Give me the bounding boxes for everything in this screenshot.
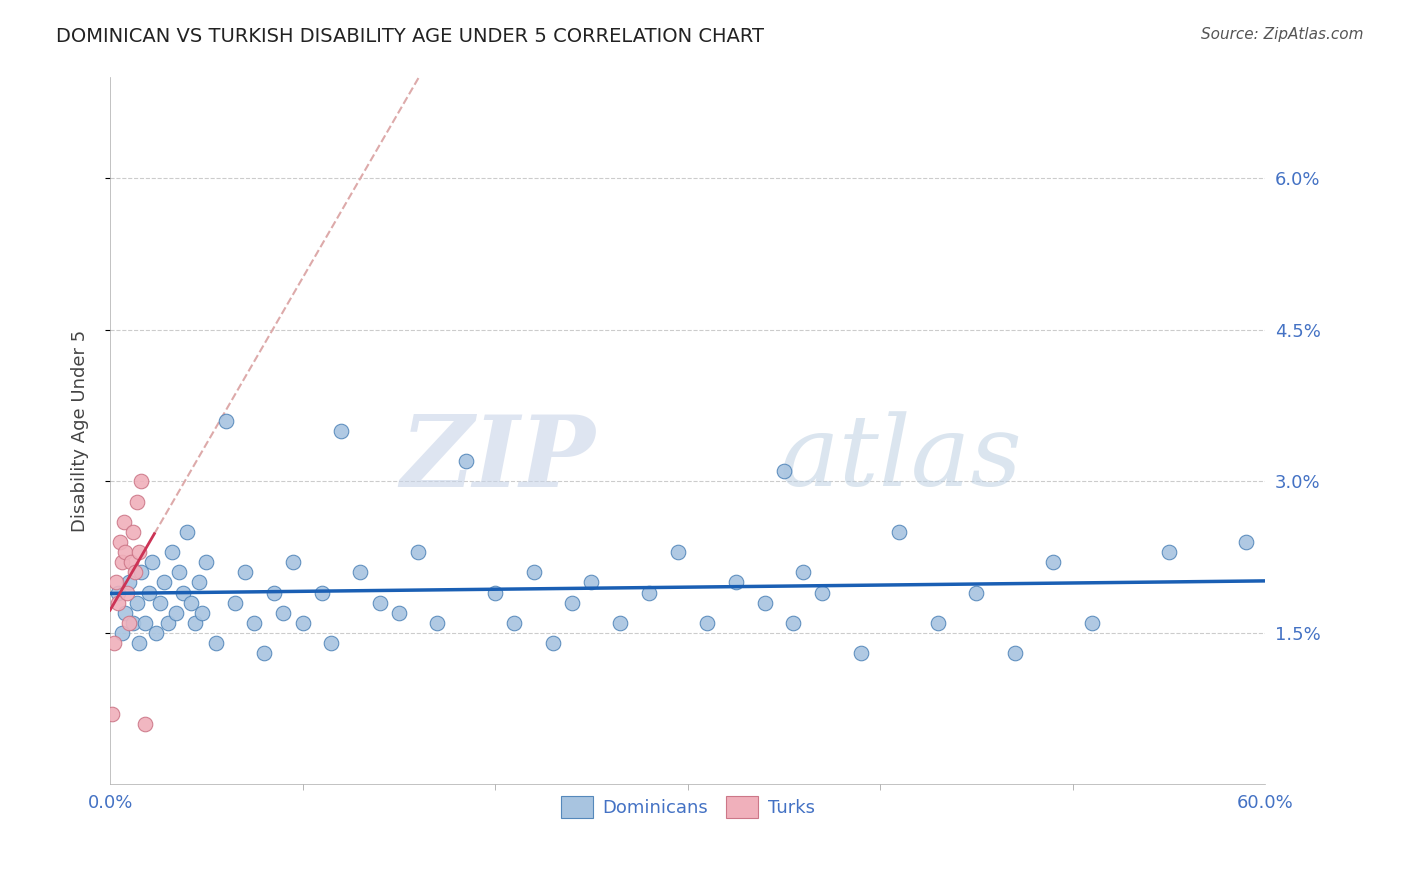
Point (125, 494, 148, 508)
Point (456, 454, 478, 468)
Point (1157, 545, 1180, 559)
Point (581, 575, 603, 590)
Point (754, 596, 776, 610)
Point (165, 606, 187, 620)
Text: ZIP: ZIP (401, 411, 595, 508)
Point (107, 585, 129, 599)
Point (281, 555, 304, 569)
Point (233, 566, 256, 580)
Point (187, 575, 209, 590)
Point (503, 615, 526, 630)
Point (666, 545, 689, 559)
Point (134, 615, 156, 630)
Point (141, 555, 163, 569)
Text: atlas: atlas (780, 411, 1022, 507)
Point (243, 615, 266, 630)
Point (889, 524, 911, 539)
Point (368, 596, 391, 610)
Point (205, 636, 228, 650)
Point (195, 555, 218, 569)
Point (406, 545, 429, 559)
Point (191, 606, 214, 620)
Point (129, 475, 152, 489)
Y-axis label: Disability Age Under 5: Disability Age Under 5 (72, 330, 89, 532)
Point (696, 615, 718, 630)
Point (120, 555, 142, 569)
Point (1004, 646, 1026, 660)
Point (117, 585, 139, 599)
Point (927, 615, 949, 630)
Point (138, 585, 160, 599)
Point (792, 566, 814, 580)
Point (724, 575, 747, 590)
Point (145, 626, 167, 640)
Point (169, 566, 191, 580)
Point (1042, 555, 1064, 569)
Point (107, 596, 129, 610)
Point (176, 524, 198, 539)
Point (426, 615, 449, 630)
Point (111, 626, 134, 640)
Point (118, 615, 141, 630)
Point (122, 524, 145, 539)
Point (160, 545, 183, 559)
Text: DOMINICAN VS TURKISH DISABILITY AGE UNDER 5 CORRELATION CHART: DOMINICAN VS TURKISH DISABILITY AGE UNDE… (56, 27, 765, 45)
Point (484, 585, 506, 599)
Point (321, 636, 343, 650)
Point (311, 585, 333, 599)
Point (541, 636, 564, 650)
Point (811, 585, 834, 599)
Point (1081, 615, 1104, 630)
Point (772, 464, 794, 478)
Point (253, 646, 276, 660)
Point (561, 596, 583, 610)
Point (114, 545, 136, 559)
Point (273, 606, 295, 620)
Point (149, 596, 172, 610)
Point (291, 615, 314, 630)
Point (129, 566, 152, 580)
Point (523, 566, 546, 580)
Point (263, 585, 285, 599)
Point (134, 716, 156, 731)
Point (128, 636, 150, 650)
Point (849, 646, 872, 660)
Point (156, 615, 179, 630)
Point (114, 606, 136, 620)
Point (104, 575, 127, 590)
Point (330, 424, 353, 438)
Point (184, 615, 207, 630)
Point (108, 535, 131, 549)
Point (172, 585, 194, 599)
Point (128, 545, 150, 559)
Point (349, 566, 371, 580)
Point (638, 585, 661, 599)
Point (214, 414, 236, 428)
Point (782, 615, 804, 630)
Point (388, 606, 411, 620)
Point (125, 596, 148, 610)
Point (112, 515, 135, 529)
Point (103, 636, 125, 650)
Point (101, 706, 124, 721)
Point (118, 575, 141, 590)
Point (111, 555, 134, 569)
Point (224, 596, 246, 610)
Point (1234, 535, 1257, 549)
Point (609, 615, 631, 630)
Legend: Dominicans, Turks: Dominicans, Turks (554, 789, 821, 825)
Point (124, 566, 146, 580)
Point (122, 615, 145, 630)
Text: Source: ZipAtlas.com: Source: ZipAtlas.com (1201, 27, 1364, 42)
Point (153, 575, 176, 590)
Point (965, 585, 987, 599)
Point (180, 596, 202, 610)
